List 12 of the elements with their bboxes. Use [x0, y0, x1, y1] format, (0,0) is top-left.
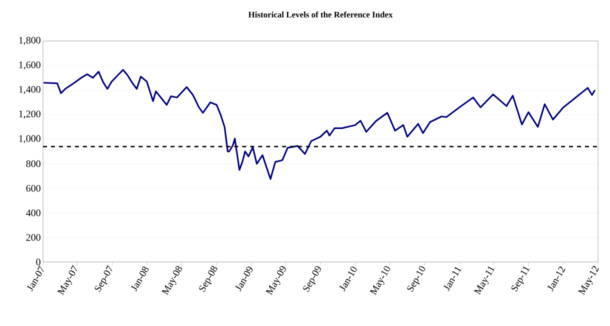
line-series [42, 69, 596, 180]
y-tick-label: 200 [26, 234, 40, 241]
y-tick-label: 1,800 [19, 36, 40, 46]
y-tick-label: 1,200 [19, 110, 40, 119]
y-tick-label: 800 [26, 160, 40, 168]
chart-title: Historical Levels of the Reference Index [248, 11, 393, 18]
y-tick-label: 1,400 [19, 86, 40, 94]
y-tick-label: 400 [26, 210, 40, 216]
y-tick-label: 1,000 [19, 135, 40, 144]
y-tick-label: 0 [36, 258, 40, 266]
y-tick-label: 1,600 [19, 61, 40, 70]
y-tick-label: 600 [26, 184, 40, 192]
